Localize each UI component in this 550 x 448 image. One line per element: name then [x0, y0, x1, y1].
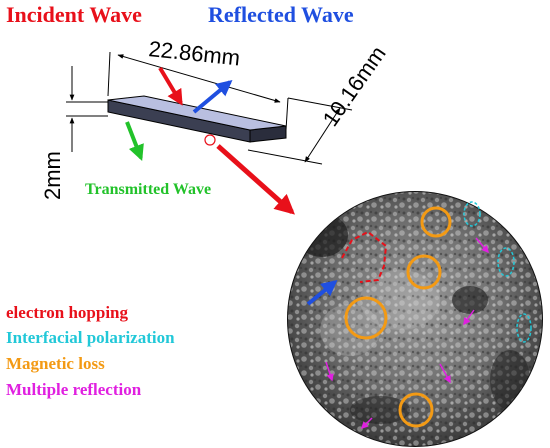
legend-interfacial-polarization: Interfacial polarization — [6, 328, 175, 347]
incident-wave-arrow — [158, 66, 183, 106]
incoming-wave-arrow — [306, 279, 338, 306]
multiple-reflection-arrow — [475, 237, 489, 254]
transmitted-wave-arrow — [125, 121, 144, 161]
width-dimension: 10.16mm — [247, 41, 391, 165]
reflected-wave-arrow — [192, 79, 233, 114]
incident-wave-title: Incident Wave — [6, 2, 142, 27]
legend-magnetic-loss: Magnetic loss — [6, 354, 105, 373]
sample-block — [107, 95, 287, 143]
magnetic-loss-marker — [406, 254, 442, 290]
electron-hopping-path — [341, 230, 388, 283]
multiple-reflection-arrow — [325, 361, 334, 382]
interfacial-polarization-marker — [516, 313, 532, 343]
multiple-reflection-arrow — [439, 363, 451, 384]
legend-multiple-reflection: Multiple reflection — [6, 380, 142, 399]
interfacial-polarization-marker — [463, 201, 481, 227]
magnetic-loss-marker — [344, 296, 388, 340]
zoom-spot-marker — [204, 134, 216, 146]
sem-micrograph — [287, 191, 543, 447]
magnetic-loss-marker — [398, 392, 434, 428]
thickness-dimension: 2mm — [40, 66, 108, 200]
interfacial-polarization-marker — [497, 247, 515, 277]
length-label: 22.86mm — [147, 36, 241, 70]
zoom-arrow — [216, 144, 295, 215]
legend-electron-hopping: electron hopping — [6, 303, 129, 322]
width-label: 10.16mm — [318, 41, 391, 130]
thickness-label: 2mm — [40, 151, 65, 200]
transmitted-wave-label: Transmitted Wave — [85, 181, 211, 198]
reflected-wave-title: Reflected Wave — [208, 2, 354, 27]
multiple-reflection-arrow — [463, 309, 475, 326]
legend: electron hopping Interfacial polarizatio… — [6, 303, 175, 399]
magnetic-loss-marker — [420, 206, 452, 238]
multiple-reflection-arrow — [360, 417, 373, 430]
